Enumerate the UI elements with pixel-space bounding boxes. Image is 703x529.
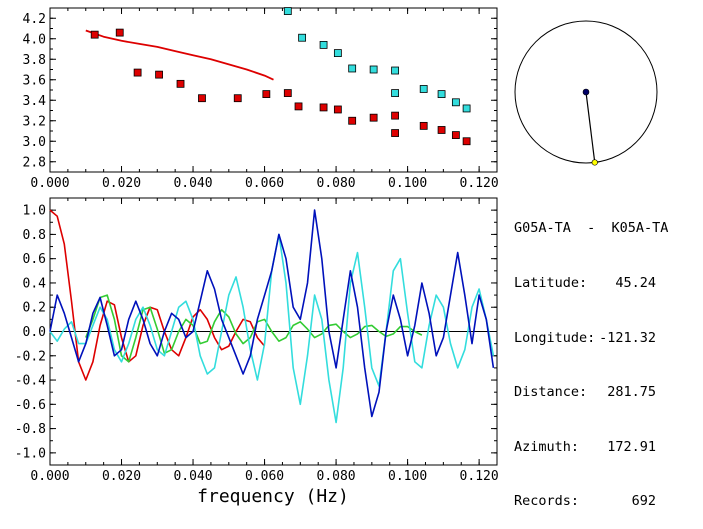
cyan-data-point [462, 104, 471, 113]
station-info-panel: G05A-TA - K05A-TA Latitude: 45.24 Longit… [514, 183, 699, 529]
red-data-point [369, 113, 378, 122]
bottom-y-tick-label: 0.6 [23, 252, 46, 267]
bottom-y-tick-label: -0.2 [15, 349, 46, 364]
top-y-tick-label: 4.2 [23, 12, 46, 27]
info-label-longitude: Longitude: [514, 329, 596, 346]
cyan-data-point [319, 41, 328, 49]
info-label-records: Records: [514, 493, 580, 510]
top-x-tick-label: 0.060 [245, 176, 284, 191]
info-label-latitude: Latitude: [514, 275, 588, 292]
bottom-y-tick-label: -0.4 [15, 374, 46, 389]
cyan-data-point [333, 49, 342, 57]
blue-series-line [49, 209, 495, 418]
bottom-y-tick-label: -0.8 [15, 422, 46, 437]
red-series-line [49, 209, 266, 381]
x-axis-label: frequency (Hz) [197, 486, 349, 507]
red-data-point [283, 89, 292, 97]
red-data-point [115, 28, 124, 37]
bottom-x-tick-label: 0.000 [30, 469, 69, 484]
red-data-point [233, 94, 242, 103]
top-x-tick-label: 0.000 [30, 176, 69, 191]
bottom-x-tick-label: 0.120 [460, 469, 499, 484]
bottom-y-tick-label: 0.2 [23, 301, 46, 316]
bottom-x-tick-label: 0.080 [317, 469, 356, 484]
info-value-latitude: 45.24 [615, 275, 656, 292]
red-data-point [333, 105, 342, 114]
top-x-tick-label: 0.080 [317, 176, 356, 191]
info-row-latitude: Latitude: 45.24 [514, 274, 656, 292]
dispersion-plot: 0.000 0.020 0.040 0.060 0.080 0.100 0.120 2.8 3.… [23, 7, 499, 191]
top-x-tick-label: 0.100 [388, 176, 427, 191]
station-pair-title: G05A-TA - K05A-TA [514, 220, 669, 237]
top-x-tick-label: 0.040 [173, 176, 212, 191]
red-data-point [391, 111, 399, 120]
info-value-longitude: -121.32 [599, 329, 656, 346]
receiver-station-marker [591, 159, 598, 166]
red-data-point [294, 102, 303, 111]
top-y-tick-label: 3.6 [23, 73, 46, 88]
cyan-data-point [298, 33, 307, 42]
azimuth-map [514, 20, 658, 166]
bottom-y-tick-label: 0.0 [23, 325, 46, 340]
red-data-point [176, 79, 185, 88]
red-data-point [133, 68, 142, 77]
cyan-data-point [451, 98, 460, 107]
cyan-data-point [391, 66, 399, 75]
top-y-tick-label: 4.0 [23, 32, 46, 47]
bottom-x-tick-label: 0.100 [388, 469, 427, 484]
top-y-tick-label: 3.4 [23, 94, 47, 109]
azimuth-circle [514, 20, 658, 164]
red-data-point [90, 30, 99, 39]
azimuth-path-line [585, 91, 596, 163]
bottom-y-tick-label: -0.6 [15, 398, 46, 413]
cyan-data-point [437, 90, 446, 98]
red-data-point [462, 137, 471, 146]
red-series-line [85, 29, 274, 81]
bottom-y-tick-label: 1.0 [23, 204, 46, 219]
top-y-tick-label: 3.8 [23, 53, 46, 68]
bottom-y-tick-label: 0.8 [23, 228, 46, 243]
red-data-point [437, 126, 446, 134]
red-data-point [319, 103, 328, 112]
cyan-data-point [369, 65, 378, 74]
info-label-azimuth: Azimuth: [514, 438, 580, 455]
info-value-azimuth: 172.91 [607, 438, 656, 455]
red-data-point [155, 70, 163, 79]
source-station-marker [582, 88, 590, 96]
info-label-distance: Distance: [514, 384, 588, 401]
red-data-point [348, 116, 357, 125]
bottom-x-tick-label: 0.060 [245, 469, 284, 484]
bottom-x-tick-label: 0.020 [102, 469, 141, 484]
red-data-point [262, 90, 271, 98]
info-row-records: Records: 692 [514, 492, 656, 510]
info-row-distance: Distance: 281.75 [514, 383, 656, 401]
top-y-tick-label: 3.0 [23, 135, 46, 150]
bottom-y-tick-label: 0.4 [23, 276, 47, 291]
bottom-x-tick-label: 0.040 [173, 469, 212, 484]
cyan-data-point [391, 89, 399, 97]
top-x-tick-label: 0.020 [102, 176, 141, 191]
red-data-point [419, 121, 428, 130]
bottom-y-tick-label: -1.0 [15, 446, 46, 461]
red-data-point [198, 94, 206, 103]
red-data-point [391, 129, 399, 137]
cyan-data-point [283, 7, 292, 15]
top-x-tick-label: 0.120 [460, 176, 499, 191]
top-y-tick-label: 2.8 [23, 155, 46, 170]
cyan-data-point [419, 85, 428, 93]
red-data-point [451, 131, 460, 140]
cyan-data-point [348, 64, 357, 73]
info-row-azimuth: Azimuth: 172.91 [514, 438, 656, 456]
top-y-tick-label: 3.2 [23, 114, 46, 129]
info-value-records: 692 [631, 493, 656, 510]
info-row-longitude: Longitude: -121.32 [514, 329, 656, 347]
cross-correlation-plot: 0.000 0.020 0.040 0.060 0.080 0.100 0.120 1.0 0.… [15, 197, 499, 484]
info-value-distance: 281.75 [607, 384, 656, 401]
